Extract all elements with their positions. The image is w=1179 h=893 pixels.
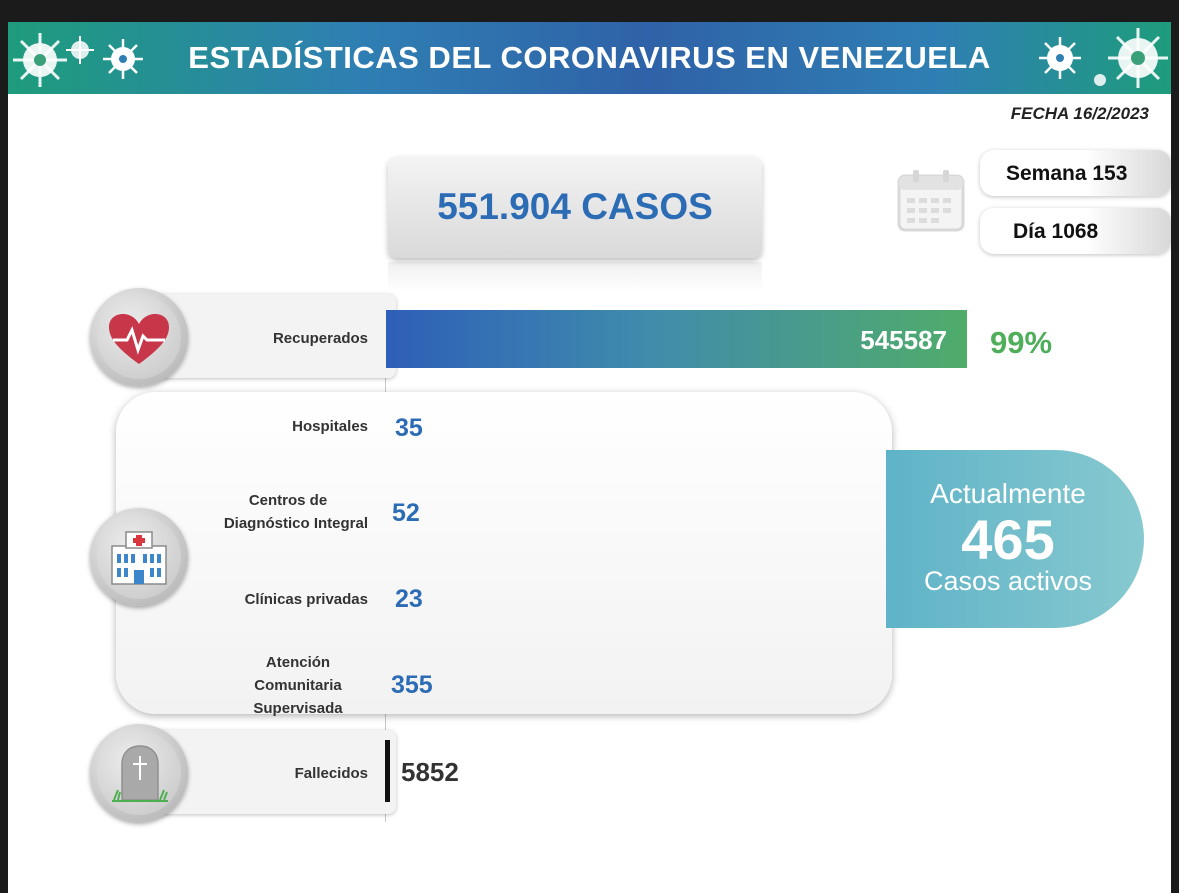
total-cases-box: 551.904 CASOS [388,156,762,258]
deaths-label: Fallecidos [294,765,368,782]
recovered-label: Recuperados [272,330,368,347]
hospitals-label: Hospitales [292,418,368,435]
virus-icon [103,39,143,79]
cdi-label-line1: Centros de [248,492,328,509]
total-cases-reflection [388,262,762,292]
cdi-label: Centros de Diagnóstico Integral [168,489,368,535]
active-cases-number: 465 [961,508,1055,571]
recovered-value: 545587 [860,325,947,355]
day-label: Día 1068 [1013,220,1099,243]
calendar-icon [897,170,965,232]
heart-pulse-icon [109,314,169,364]
clinics-label: Clínicas privadas [244,591,368,608]
cdi-value: 52 [392,499,420,527]
acs-label-line1: Atención [265,654,331,671]
facilities-icon-circle [90,508,188,606]
clinics-value: 23 [395,585,423,613]
report-date: FECHA 16/2/2023 [1010,104,1149,123]
virus-icon [1039,37,1081,79]
week-badge: Semana 153 [980,150,1171,196]
recovered-icon-circle [90,288,188,386]
facilities-panel [116,392,892,714]
header-banner: ESTADÍSTICAS DEL CORONAVIRUS EN VENEZUEL… [8,22,1171,94]
active-cases-badge: Actualmente 465 Casos activos [886,450,1144,628]
hospital-icon [111,531,167,585]
bar-recovered: 545587 [386,310,967,368]
infographic: ESTADÍSTICAS DEL CORONAVIRUS EN VENEZUEL… [8,22,1171,893]
day-badge: Día 1068 [980,208,1171,254]
recovered-percent: 99% [990,325,1053,360]
cdi-label-line2: Diagnóstico Integral [223,515,368,532]
active-cases-line2: Casos activos [923,566,1093,596]
tombstone-icon [112,745,168,802]
week-label: Semana 153 [1006,162,1128,185]
deaths-icon-circle [90,724,188,822]
acs-label-line3: Supervisada [253,700,343,717]
acs-value: 355 [391,671,433,699]
page-title: ESTADÍSTICAS DEL CORONAVIRUS EN VENEZUEL… [188,40,991,75]
virus-icon [1094,28,1168,88]
virus-icon [13,33,94,87]
bar-deaths [385,740,390,802]
hospitals-value: 35 [395,414,423,442]
acs-label-line2: Comunitaria [254,677,342,694]
acs-label: Atención Comunitaria Supervisada [208,651,378,720]
total-cases-value: 551.904 CASOS [437,186,713,227]
active-cases-line1: Actualmente [930,478,1086,509]
deaths-value: 5852 [401,757,459,787]
